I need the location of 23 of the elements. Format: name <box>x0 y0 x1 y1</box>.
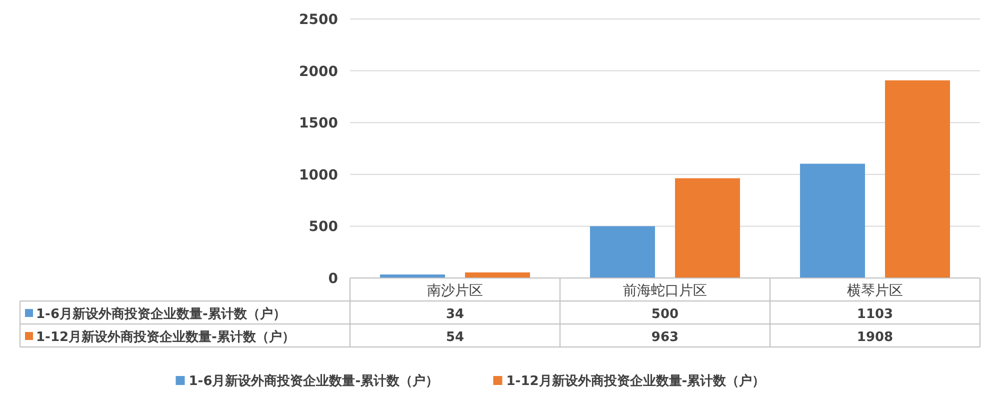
bar <box>675 178 740 278</box>
bar <box>590 226 655 278</box>
data-label: 1103 <box>856 307 894 322</box>
x-tick-label: 前海蛇口片区 <box>623 283 707 299</box>
data-label: 500 <box>651 307 679 322</box>
legend-label: 1-12月新设外商投资企业数量-累计数（户） <box>506 373 766 389</box>
data-label: 963 <box>651 330 679 345</box>
data-label: 34 <box>446 307 464 322</box>
x-tick-label: 横琴片区 <box>847 283 903 299</box>
x-tick-label: 南沙片区 <box>427 283 483 299</box>
bar <box>885 80 950 278</box>
data-label: 1908 <box>856 330 894 345</box>
y-tick-label: 1000 <box>299 167 338 184</box>
y-tick-label: 0 <box>328 271 338 287</box>
y-tick-label: 500 <box>308 219 338 236</box>
data-label: 54 <box>446 330 464 345</box>
y-tick-label: 2000 <box>299 64 338 80</box>
text: 1-12月新设外商投资企业数量-累计数（户） <box>36 330 295 345</box>
y-tick-label: 1500 <box>299 116 338 132</box>
bar <box>800 164 865 278</box>
text: 1-6月新设外商投资企业数量-累计数（户） <box>36 307 286 322</box>
legend-label: 1-6月新设外商投资企业数量-累计数（户） <box>188 373 439 389</box>
y-tick-label: 2500 <box>299 12 338 28</box>
